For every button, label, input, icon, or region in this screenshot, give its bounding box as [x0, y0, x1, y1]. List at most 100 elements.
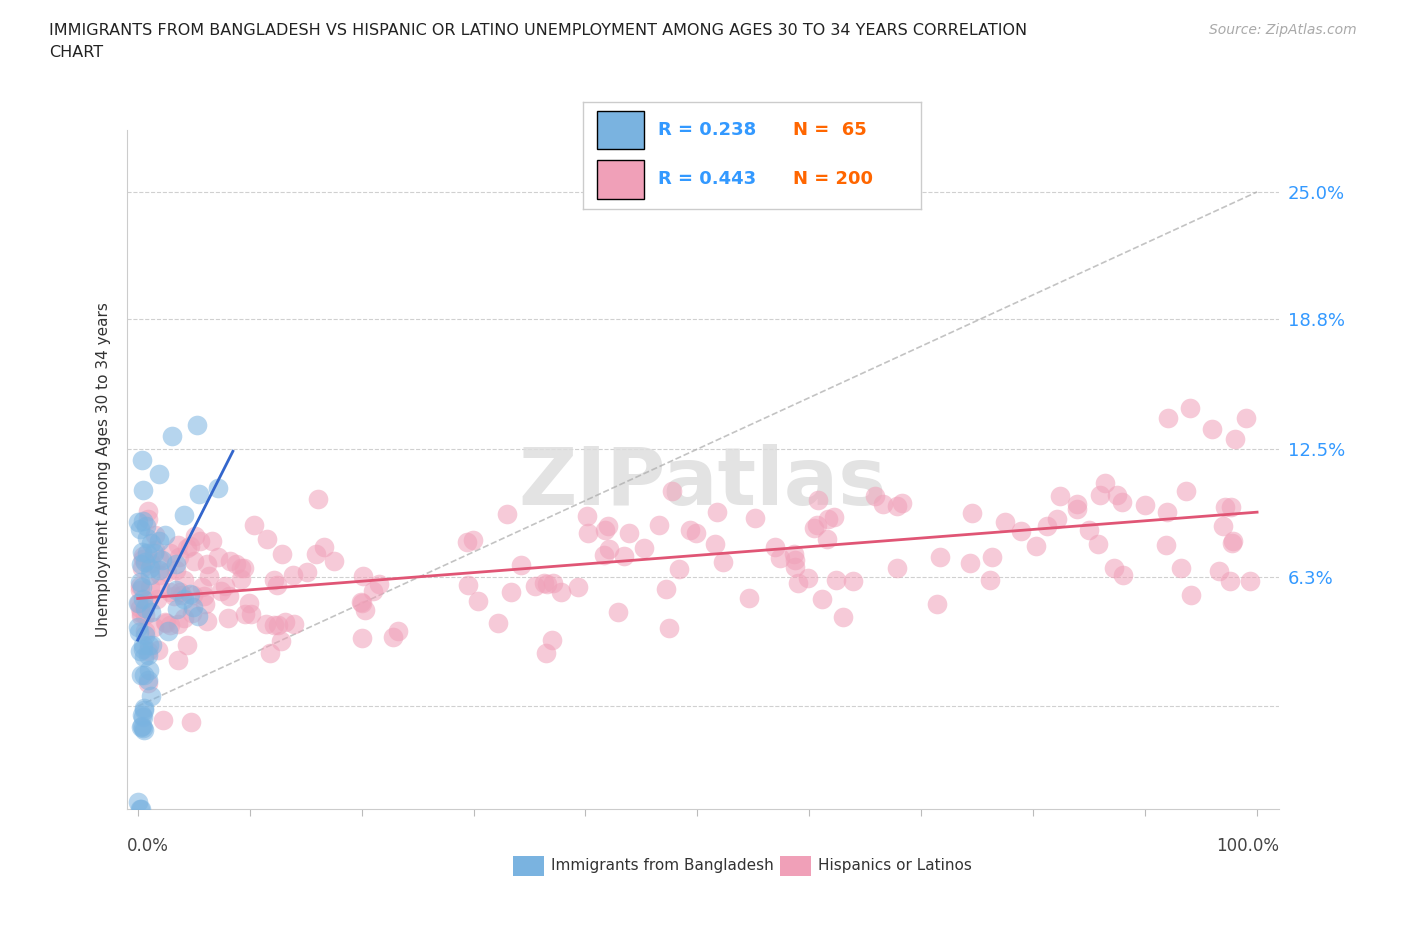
Point [1234, 411, 1257, 426]
Point [353, 602, 375, 617]
Point [361, 583, 384, 598]
Point [1078, 523, 1101, 538]
Text: Immigrants from Bangladesh: Immigrants from Bangladesh [551, 858, 773, 873]
Point [176, 540, 198, 555]
Point [209, 584, 232, 599]
Point [685, 525, 707, 540]
Point [173, 572, 195, 587]
Point [593, 548, 616, 563]
Point [706, 504, 728, 519]
Point [207, 550, 229, 565]
Point [661, 484, 683, 498]
Point [1107, 487, 1129, 502]
Point [593, 523, 616, 538]
Point [136, 504, 159, 519]
Point [350, 596, 373, 611]
Point [132, 702, 155, 717]
Point [159, 545, 181, 560]
Point [180, 605, 202, 620]
Point [179, 538, 201, 553]
Point [138, 638, 160, 653]
Point [134, 554, 156, 569]
Point [567, 580, 589, 595]
Point [134, 668, 156, 683]
Point [811, 591, 834, 606]
Point [980, 550, 1002, 565]
Point [633, 540, 655, 555]
Point [510, 558, 533, 573]
Point [550, 585, 572, 600]
Point [183, 553, 205, 568]
Point [229, 561, 252, 576]
Point [1090, 487, 1112, 502]
Point [187, 487, 209, 502]
Point [131, 545, 153, 560]
Point [467, 593, 489, 608]
Point [263, 618, 285, 632]
Point [259, 645, 281, 660]
Point [218, 589, 240, 604]
Point [127, 514, 149, 529]
Point [179, 587, 201, 602]
Point [129, 668, 152, 683]
Point [155, 565, 177, 579]
Point [129, 579, 152, 594]
Point [994, 515, 1017, 530]
Point [143, 619, 166, 634]
Point [136, 594, 159, 609]
Point [138, 662, 160, 677]
Point [307, 492, 329, 507]
Point [886, 498, 908, 513]
Point [139, 561, 162, 576]
Point [235, 606, 257, 621]
Point [1174, 484, 1197, 498]
Point [129, 719, 152, 734]
Point [136, 647, 159, 662]
Point [141, 637, 163, 652]
Point [305, 547, 328, 562]
Point [703, 537, 725, 551]
Point [1094, 475, 1116, 490]
Point [1222, 534, 1244, 549]
Point [132, 513, 155, 528]
Point [668, 561, 690, 576]
Point [143, 542, 166, 557]
Point [598, 518, 620, 533]
Point [166, 562, 188, 577]
Point [152, 712, 174, 727]
Point [1111, 495, 1133, 510]
Point [240, 606, 263, 621]
Point [148, 563, 170, 578]
Point [128, 574, 150, 589]
Point [486, 616, 509, 631]
Point [128, 624, 150, 639]
Point [1170, 561, 1192, 576]
Point [832, 610, 855, 625]
Text: R = 0.443: R = 0.443 [658, 170, 756, 188]
Point [541, 576, 564, 591]
Point [129, 802, 152, 817]
Point [159, 618, 181, 632]
Point [131, 719, 153, 734]
Point [1046, 512, 1069, 526]
Point [131, 579, 153, 594]
Point [456, 535, 478, 550]
Point [132, 551, 155, 566]
Point [169, 550, 191, 565]
Point [162, 588, 184, 603]
Point [134, 623, 156, 638]
Point [807, 493, 830, 508]
Text: ZIPatlas: ZIPatlas [519, 445, 887, 523]
Point [598, 542, 620, 557]
Point [131, 708, 153, 723]
Point [496, 506, 519, 521]
Point [457, 578, 479, 592]
Point [607, 604, 630, 619]
Point [136, 512, 159, 526]
Point [187, 609, 209, 624]
Point [769, 551, 792, 565]
Point [1112, 567, 1135, 582]
Text: N =  65: N = 65 [793, 121, 866, 140]
Point [295, 565, 318, 579]
Point [648, 518, 671, 533]
